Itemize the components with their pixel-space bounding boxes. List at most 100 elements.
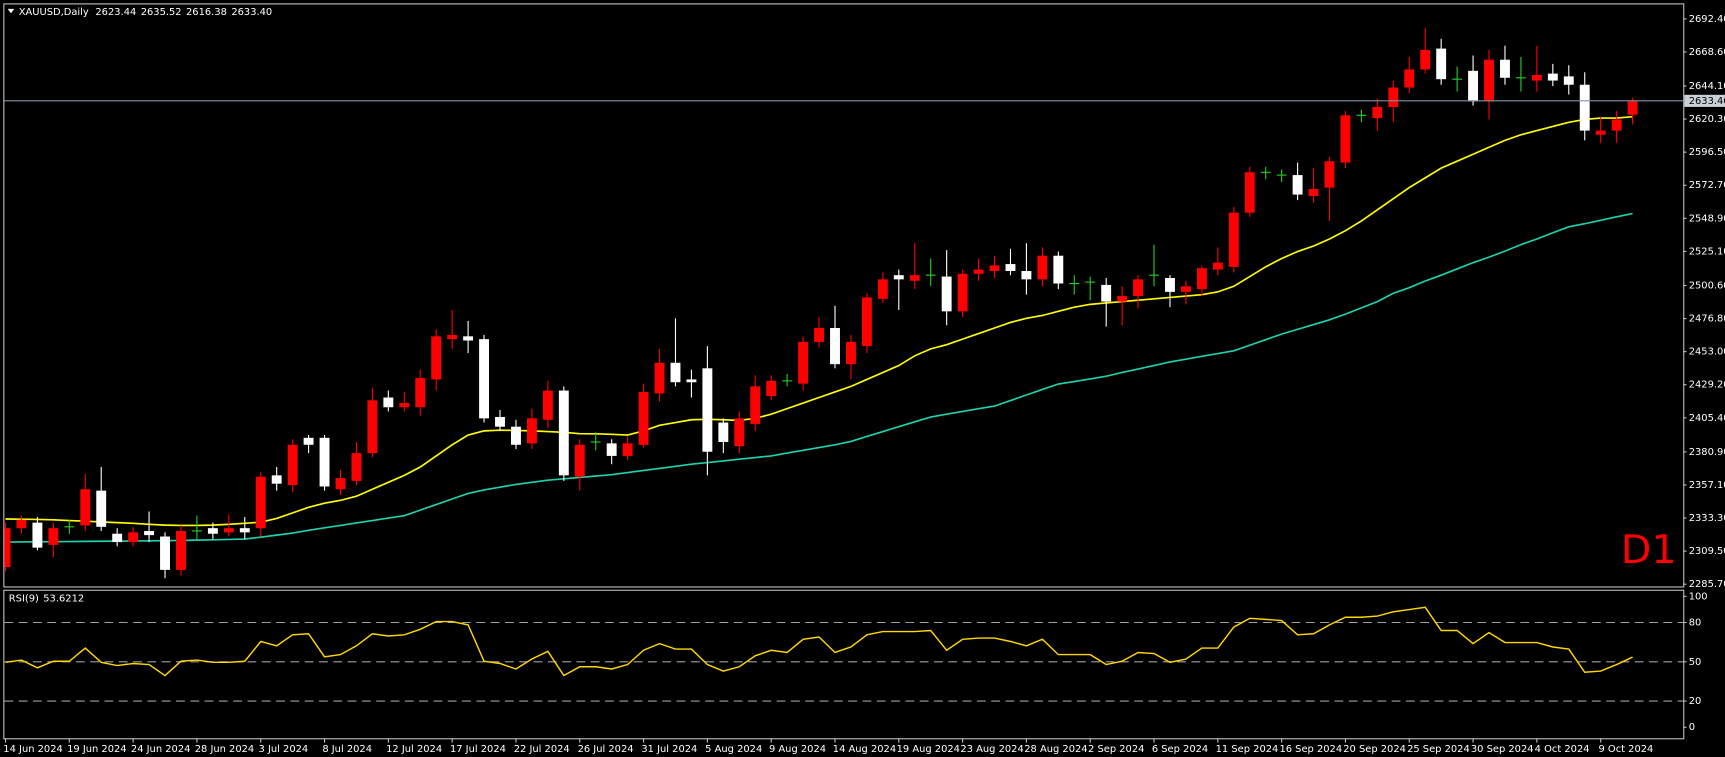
candle-body (1101, 284, 1112, 302)
timeframe-watermark: D1 (1621, 527, 1677, 573)
candle-body (542, 390, 553, 420)
candle-body (702, 368, 713, 452)
candle-body (4, 528, 11, 568)
candle-body (1627, 100, 1638, 115)
candle-body (1372, 106, 1383, 119)
candle-body (622, 443, 633, 456)
candle-body (1180, 286, 1191, 292)
x-tick-label: 14 Jun 2024 (3, 744, 63, 755)
candle-body (1468, 70, 1479, 102)
moving-average (5, 115, 1633, 527)
candle-body (463, 336, 474, 341)
rsi-plot (4, 606, 1684, 702)
candle-body (511, 426, 521, 445)
candle-body (383, 397, 394, 408)
candle-body (271, 475, 282, 484)
candle-body (1244, 172, 1255, 213)
y-tick-label: 2548.90 (1689, 213, 1725, 224)
x-tick-label: 19 Jun 2024 (67, 744, 127, 755)
rsi-tick-label: 20 (1689, 696, 1702, 707)
rsi-header: RSI(9) 53.6212 (9, 594, 84, 605)
candle-body (973, 269, 984, 274)
y-tick-label: 2429.20 (1689, 380, 1725, 391)
candle-body (957, 273, 968, 312)
candle-body (1292, 175, 1303, 195)
rsi-frame (3, 589, 1685, 740)
candle-body (1133, 279, 1144, 297)
candle-body (319, 437, 330, 487)
candle-body (909, 275, 920, 281)
candle-body (1531, 75, 1542, 81)
chart-header: XAUUSD,Daily 2623.44 2635.52 2616.38 2633.40 (19, 7, 273, 18)
x-tick-label: 23 Aug 2024 (960, 744, 1023, 755)
candle-body (207, 528, 218, 534)
candle-body (144, 530, 155, 536)
candle-body (1021, 271, 1032, 280)
candle-body (1037, 255, 1048, 280)
y-tick-label: 2453.00 (1689, 347, 1725, 358)
y-tick-label: 2285.70 (1689, 579, 1725, 590)
x-tick-label: 22 Jul 2024 (514, 744, 570, 755)
y-tick-label: 2357.10 (1689, 480, 1725, 491)
candle-body (303, 437, 314, 445)
y-tick-label: 2333.30 (1689, 513, 1725, 524)
open-label: 2623.44 (95, 7, 136, 18)
candle-body (526, 418, 537, 444)
candle-body (1005, 264, 1016, 272)
candle-body (1547, 73, 1558, 81)
rsi-tick-label: 100 (1689, 591, 1708, 602)
x-tick-label: 20 Sep 2024 (1343, 744, 1406, 755)
candle-body (989, 265, 1000, 272)
x-tick-label: 25 Sep 2024 (1407, 744, 1470, 755)
candle-body (606, 443, 617, 456)
symbol: XAUUSD,Daily (19, 7, 89, 18)
x-tick-label: 2 Sep 2024 (1088, 744, 1144, 755)
moving-average (5, 212, 1633, 543)
candle-body (877, 279, 888, 299)
x-tick-label: 17 Jul 2024 (450, 744, 506, 755)
y-tick-label: 2644.10 (1689, 81, 1725, 92)
candle-body (1165, 277, 1175, 292)
x-tick-label: 26 Jul 2024 (578, 744, 634, 755)
y-tick-label: 2668.60 (1689, 47, 1725, 58)
candle-body (686, 379, 697, 383)
collapse-icon (7, 8, 15, 14)
y-tick-label: 2476.80 (1689, 314, 1725, 325)
candle-body (1388, 87, 1399, 107)
candle-body (893, 275, 904, 280)
x-tick-label: 12 Jul 2024 (386, 744, 442, 755)
candle-body (750, 386, 761, 424)
x-tick-label: 16 Sep 2024 (1279, 744, 1342, 755)
candle-body (814, 328, 824, 342)
candle-body (1324, 161, 1335, 188)
candle-body (128, 532, 139, 543)
high-label: 2635.52 (141, 7, 182, 18)
candle-body (80, 489, 91, 526)
rsi-title: RSI(9) (9, 594, 39, 605)
rsi-tick-label: 0 (1689, 722, 1695, 733)
candle-body (223, 528, 234, 533)
rsi-tick-label: 80 (1689, 618, 1702, 629)
x-tick-label: 11 Sep 2024 (1216, 744, 1279, 755)
candle-body (1595, 130, 1606, 135)
rsi-value: 53.6212 (43, 594, 84, 605)
candle-body (830, 328, 840, 365)
candle-body (845, 341, 856, 365)
y-tick-label: 2692.40 (1689, 14, 1725, 25)
y-tick-label: 2309.50 (1689, 546, 1725, 557)
candle-body (335, 478, 346, 490)
candle-body (1484, 59, 1494, 102)
candle-body (479, 339, 490, 419)
y-tick-label: 2380.90 (1689, 447, 1725, 458)
candle-body (112, 533, 123, 543)
candle-body (367, 400, 378, 454)
y-tick-label: 2405.40 (1689, 413, 1725, 424)
candle-body (399, 403, 410, 408)
y-tick-label: 2620.30 (1689, 114, 1725, 125)
candle-body (734, 418, 745, 447)
candle-body (1308, 188, 1319, 196)
candle-body (941, 276, 952, 312)
candle-body (287, 444, 298, 486)
candle-body (1053, 255, 1064, 284)
